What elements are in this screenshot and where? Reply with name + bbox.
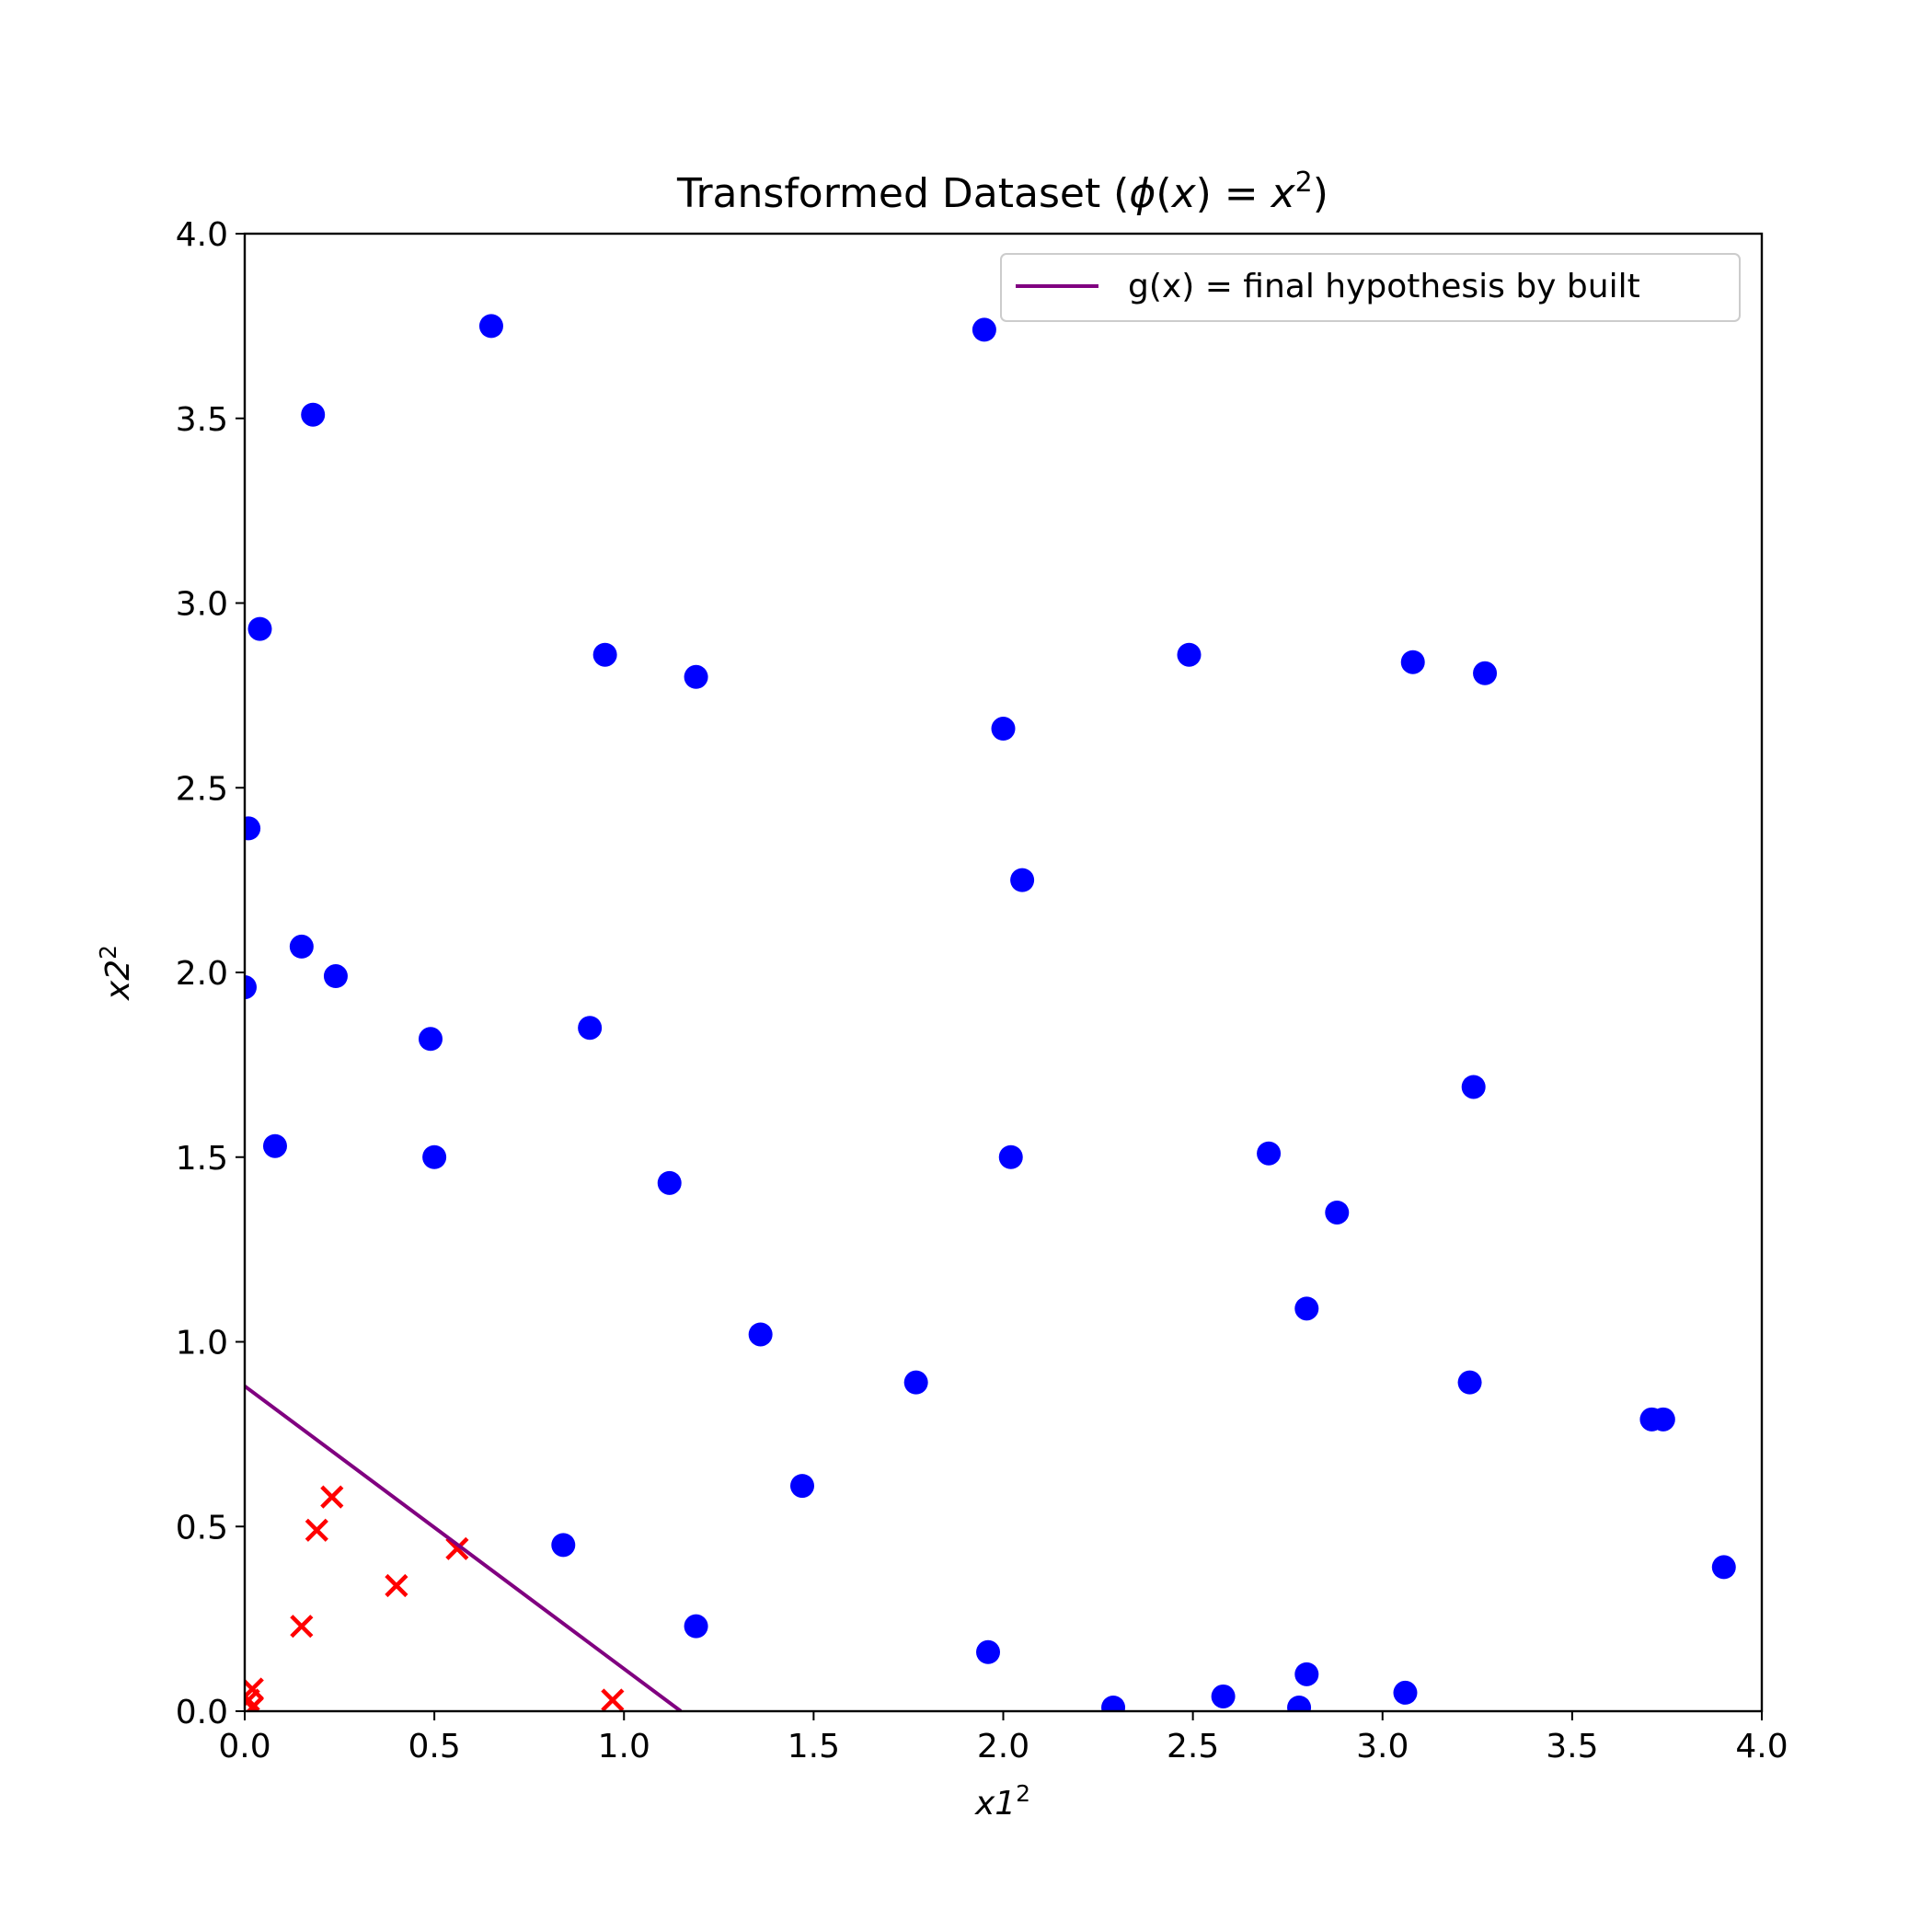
positive-point xyxy=(422,1144,447,1169)
positive-point xyxy=(1010,868,1035,892)
positive-point xyxy=(790,1474,815,1499)
y-tick-label: 4.0 xyxy=(176,216,228,254)
positive-point xyxy=(592,642,617,667)
x-axis: 0.0 0.5 1.0 1.5 2.0 2.5 3.0 3.5 4.0 xyxy=(218,1711,1788,1765)
x-tick-label: 4.0 xyxy=(1735,1728,1788,1765)
negative-point-stroke xyxy=(245,1688,260,1708)
positive-point xyxy=(551,1533,576,1558)
y-tick-label: 1.5 xyxy=(176,1140,228,1178)
x-tick-label: 1.0 xyxy=(598,1728,650,1765)
positive-point xyxy=(245,816,261,841)
positive-point xyxy=(1101,1695,1126,1711)
chart-title: Transformed Dataset (ϕ(x) = x2) xyxy=(676,167,1328,218)
positive-point xyxy=(478,314,503,339)
positive-point xyxy=(991,717,1016,742)
negative-point-stroke xyxy=(445,1536,469,1560)
y-axis-label: x22 xyxy=(95,945,138,1001)
positive-point xyxy=(684,664,708,689)
x-tick-label: 2.0 xyxy=(977,1728,1029,1765)
positive-point xyxy=(1400,650,1425,674)
negative-point xyxy=(305,1518,328,1542)
y-tick-label: 0.5 xyxy=(176,1509,228,1547)
positive-point xyxy=(1457,1370,1482,1395)
positive-point xyxy=(323,964,348,989)
positive-point xyxy=(903,1370,928,1395)
hypothesis-line xyxy=(245,1385,683,1711)
positive-point xyxy=(1473,661,1498,685)
plot-marks xyxy=(245,314,1736,1711)
legend-box xyxy=(1000,253,1741,322)
x-tick-label: 0.5 xyxy=(408,1728,460,1765)
positive-point xyxy=(1294,1662,1319,1686)
positive-point xyxy=(1650,1407,1675,1432)
x-tick-label: 3.5 xyxy=(1546,1728,1598,1765)
y-tick-label: 0.0 xyxy=(176,1694,228,1731)
positive-point xyxy=(419,1027,443,1052)
positive-point xyxy=(262,1133,287,1158)
positive-point xyxy=(1461,1075,1486,1099)
negative-point-stroke xyxy=(601,1688,625,1711)
positive-point xyxy=(972,317,996,342)
positive-point xyxy=(247,616,272,641)
negative-point xyxy=(290,1615,314,1639)
x-tick-label: 0.0 xyxy=(218,1728,270,1765)
legend-label: g(x) = final hypothesis by built xyxy=(1128,268,1640,305)
positive-point xyxy=(1211,1684,1236,1708)
legend: g(x) = final hypothesis by built xyxy=(1000,253,1741,322)
positive-point xyxy=(245,975,257,1000)
y-axis: 0.0 0.5 1.0 1.5 2.0 2.5 3.0 3.5 4.0 xyxy=(176,216,245,1731)
positive-point xyxy=(1257,1141,1282,1166)
negative-point-stroke xyxy=(320,1485,344,1509)
positive-point xyxy=(684,1614,708,1639)
negative-point-stroke xyxy=(305,1518,328,1542)
y-tick-label: 3.5 xyxy=(176,401,228,439)
x-tick-label: 2.5 xyxy=(1167,1728,1219,1765)
positive-point xyxy=(1325,1200,1350,1225)
negative-point-stroke xyxy=(385,1573,408,1598)
positive-point xyxy=(1393,1680,1418,1705)
negative-point xyxy=(445,1536,469,1560)
x-tick-label: 1.5 xyxy=(788,1728,840,1765)
negative-point xyxy=(320,1485,344,1509)
y-tick-label: 2.5 xyxy=(176,770,228,808)
y-tick-label: 1.0 xyxy=(176,1325,228,1363)
x-axis-label: x12 xyxy=(974,1780,1030,1823)
positive-point xyxy=(301,402,326,427)
positive-point xyxy=(748,1322,773,1347)
positive-point xyxy=(1287,1695,1312,1711)
positive-point xyxy=(1711,1555,1736,1580)
negative-point xyxy=(601,1688,625,1711)
positive-point xyxy=(998,1144,1023,1169)
positive-point xyxy=(657,1170,682,1195)
negative-point xyxy=(385,1573,408,1598)
positive-point xyxy=(976,1639,1001,1664)
x-tick-label: 3.0 xyxy=(1356,1728,1409,1765)
positive-point xyxy=(1294,1296,1319,1321)
positive-point xyxy=(289,934,314,959)
negative-point-stroke xyxy=(246,1696,264,1711)
positive-point xyxy=(578,1016,603,1041)
negative-point-stroke xyxy=(290,1615,314,1639)
y-tick-label: 2.0 xyxy=(176,955,228,993)
y-tick-label: 3.0 xyxy=(176,586,228,624)
positive-point xyxy=(1177,642,1202,667)
